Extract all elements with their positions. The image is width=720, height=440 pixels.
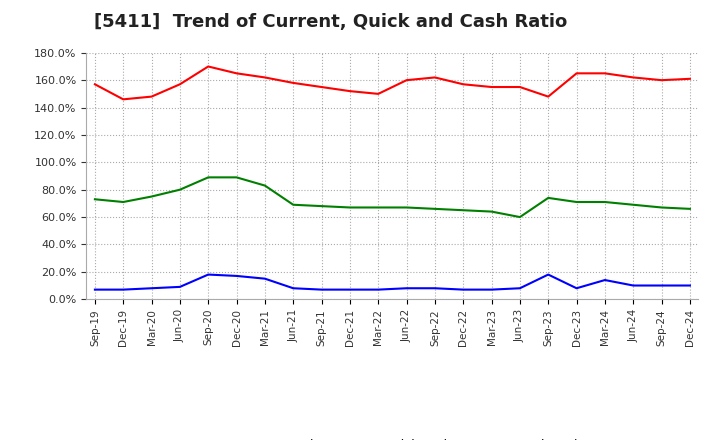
Quick Ratio: [459, 208, 467, 213]
Quick Ratio: [289, 202, 297, 207]
Current Ratio: [318, 84, 326, 90]
Current Ratio: [233, 71, 241, 76]
Cash Ratio: [318, 287, 326, 292]
Quick Ratio: [657, 205, 666, 210]
Quick Ratio: [544, 195, 552, 201]
Current Ratio: [657, 77, 666, 83]
Quick Ratio: [261, 183, 269, 188]
Quick Ratio: [487, 209, 496, 214]
Current Ratio: [148, 94, 156, 99]
Line: Current Ratio: Current Ratio: [95, 66, 690, 99]
Cash Ratio: [459, 287, 467, 292]
Cash Ratio: [289, 286, 297, 291]
Cash Ratio: [402, 286, 411, 291]
Current Ratio: [204, 64, 212, 69]
Current Ratio: [431, 75, 439, 80]
Cash Ratio: [431, 286, 439, 291]
Cash Ratio: [572, 286, 581, 291]
Current Ratio: [516, 84, 524, 90]
Current Ratio: [629, 75, 637, 80]
Cash Ratio: [544, 272, 552, 277]
Quick Ratio: [431, 206, 439, 212]
Cash Ratio: [600, 277, 609, 282]
Quick Ratio: [516, 214, 524, 220]
Cash Ratio: [119, 287, 127, 292]
Current Ratio: [289, 80, 297, 85]
Quick Ratio: [346, 205, 354, 210]
Quick Ratio: [148, 194, 156, 199]
Current Ratio: [487, 84, 496, 90]
Quick Ratio: [600, 199, 609, 205]
Cash Ratio: [374, 287, 382, 292]
Current Ratio: [119, 97, 127, 102]
Cash Ratio: [657, 283, 666, 288]
Line: Quick Ratio: Quick Ratio: [95, 177, 690, 217]
Quick Ratio: [176, 187, 184, 192]
Current Ratio: [261, 75, 269, 80]
Quick Ratio: [204, 175, 212, 180]
Current Ratio: [685, 76, 694, 81]
Line: Cash Ratio: Cash Ratio: [95, 275, 690, 290]
Quick Ratio: [318, 203, 326, 209]
Quick Ratio: [119, 199, 127, 205]
Current Ratio: [544, 94, 552, 99]
Cash Ratio: [487, 287, 496, 292]
Current Ratio: [91, 82, 99, 87]
Quick Ratio: [233, 175, 241, 180]
Cash Ratio: [91, 287, 99, 292]
Current Ratio: [374, 91, 382, 96]
Current Ratio: [600, 71, 609, 76]
Text: [5411]  Trend of Current, Quick and Cash Ratio: [5411] Trend of Current, Quick and Cash …: [94, 13, 567, 31]
Quick Ratio: [629, 202, 637, 207]
Quick Ratio: [91, 197, 99, 202]
Current Ratio: [572, 71, 581, 76]
Quick Ratio: [685, 206, 694, 212]
Quick Ratio: [402, 205, 411, 210]
Cash Ratio: [204, 272, 212, 277]
Cash Ratio: [233, 273, 241, 279]
Cash Ratio: [346, 287, 354, 292]
Cash Ratio: [516, 286, 524, 291]
Current Ratio: [176, 82, 184, 87]
Quick Ratio: [572, 199, 581, 205]
Cash Ratio: [629, 283, 637, 288]
Quick Ratio: [374, 205, 382, 210]
Cash Ratio: [685, 283, 694, 288]
Current Ratio: [402, 77, 411, 83]
Current Ratio: [346, 88, 354, 94]
Legend: Current Ratio, Quick Ratio, Cash Ratio: Current Ratio, Quick Ratio, Cash Ratio: [195, 433, 590, 440]
Cash Ratio: [261, 276, 269, 281]
Current Ratio: [459, 82, 467, 87]
Cash Ratio: [148, 286, 156, 291]
Cash Ratio: [176, 284, 184, 290]
